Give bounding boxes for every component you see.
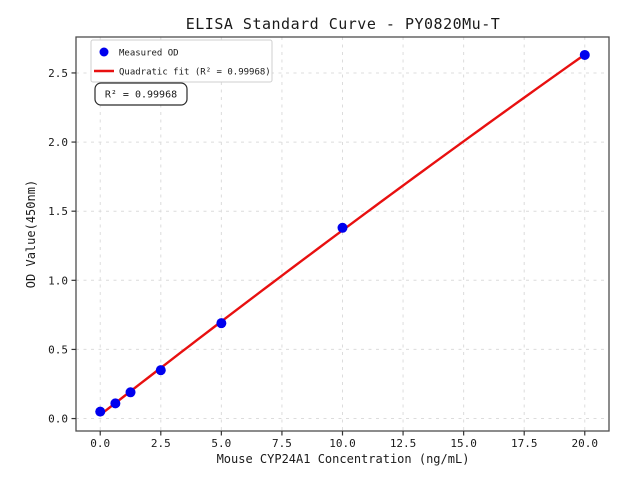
data-point xyxy=(579,49,590,60)
data-point xyxy=(155,365,166,376)
data-point xyxy=(216,318,227,329)
r-squared-annotation-box xyxy=(94,82,188,106)
grid-layer xyxy=(76,37,609,431)
r-squared-annotation-text: R² = 0.99968 xyxy=(105,90,177,101)
chart-title: ELISA Standard Curve - PY0820Mu-T xyxy=(186,15,501,33)
x-tick-label: 20.0 xyxy=(572,437,599,450)
legend-box xyxy=(90,39,273,83)
x-tick-label: 10.0 xyxy=(329,437,356,450)
y-tick-label: 1.0 xyxy=(48,274,68,287)
x-tick-label: 5.0 xyxy=(211,437,231,450)
legend-marker-measured-od-icon xyxy=(99,47,109,57)
data-layer xyxy=(95,49,590,417)
y-tick-label: 1.5 xyxy=(48,205,68,218)
y-axis-label: OD Value(450nm) xyxy=(24,180,38,288)
r-squared-annotation: R² = 0.99968 xyxy=(94,82,188,106)
legend-label-quadratic-fit: Quadratic fit (R² = 0.99968) xyxy=(119,68,271,78)
x-tick-label: 0.0 xyxy=(90,437,110,450)
y-tick-label: 0.5 xyxy=(48,343,68,356)
x-tick-label: 7.5 xyxy=(272,437,292,450)
x-tick-label: 17.5 xyxy=(511,437,538,450)
x-axis-label: Mouse CYP24A1 Concentration (ng/mL) xyxy=(217,452,470,466)
legend: Measured OD Quadratic fit (R² = 0.99968) xyxy=(90,39,273,83)
legend-label-measured-od: Measured OD xyxy=(119,49,179,59)
x-tick-label: 2.5 xyxy=(151,437,171,450)
y-tick-label: 2.5 xyxy=(48,67,68,80)
y-tick-label: 0.0 xyxy=(48,413,68,426)
y-tick-label: 2.0 xyxy=(48,136,68,149)
axes-layer: 0.0 2.5 5.0 7.5 10.0 12.5 15.0 17.5 20.0 0.0 0.5 1.… xyxy=(48,36,610,450)
data-point xyxy=(125,387,136,398)
data-point xyxy=(337,222,348,233)
data-point xyxy=(95,406,106,417)
x-tick-label: 12.5 xyxy=(390,437,417,450)
x-tick-label: 15.0 xyxy=(450,437,477,450)
data-point xyxy=(110,398,121,409)
